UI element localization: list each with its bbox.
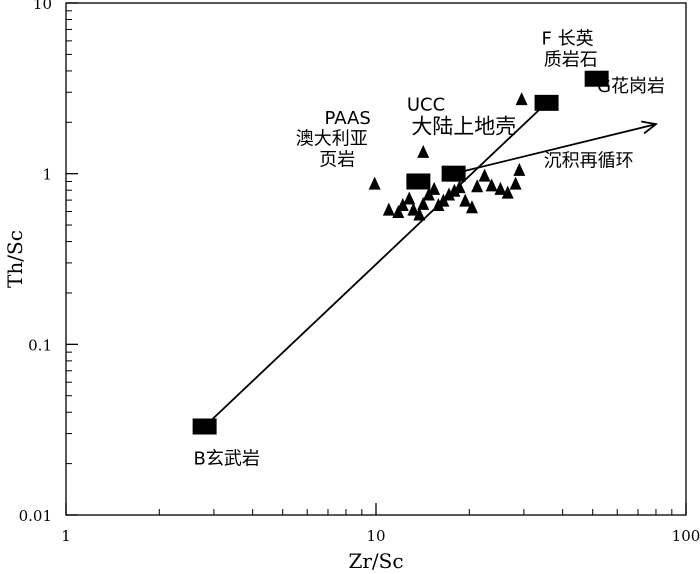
- reference-square: [192, 418, 217, 435]
- y-tick-label: 1: [42, 166, 52, 184]
- annotation-label: 质岩石: [544, 50, 598, 71]
- reference-square: [406, 173, 431, 190]
- y-axis-title: Th/Sc: [3, 230, 27, 288]
- annotation-label: PAAS: [324, 108, 370, 129]
- annotation-label: B玄武岩: [194, 448, 260, 469]
- recycling-arrow: [453, 123, 657, 175]
- sample-triangle: [417, 196, 430, 210]
- sample-triangle: [382, 202, 395, 216]
- sample-triangle: [513, 162, 526, 176]
- annotation-label: 澳大利亚: [296, 129, 368, 150]
- reference-square: [584, 70, 609, 87]
- annotation-label: 沉积再循环: [544, 151, 634, 172]
- trend-arrows: [204, 102, 659, 428]
- sample-triangle: [465, 200, 478, 214]
- annotation-label: F 长英: [542, 29, 594, 50]
- sample-triangle: [515, 92, 528, 106]
- y-tick-label: 0.1: [28, 336, 52, 354]
- annotation-label: 大陆上地壳: [411, 114, 516, 138]
- reference-square: [534, 94, 559, 111]
- sample-triangle: [509, 176, 522, 190]
- sample-triangle: [392, 205, 405, 219]
- x-tick-label: 100: [672, 527, 700, 545]
- sample-triangle: [368, 176, 381, 190]
- sample-triangle: [501, 185, 514, 199]
- sample-triangle: [448, 183, 461, 197]
- sample-triangle: [453, 180, 466, 194]
- x-tick-label: 1: [61, 527, 71, 545]
- x-axis-title: Zr/Sc: [348, 549, 403, 573]
- sample-triangle: [428, 181, 441, 195]
- reference-square: [441, 165, 466, 182]
- sample-triangle: [443, 187, 456, 201]
- sample-triangle: [413, 207, 426, 221]
- sample-triangle: [494, 181, 507, 195]
- sample-triangle: [459, 193, 472, 207]
- sample-points: [368, 92, 528, 221]
- reference-points: [192, 70, 609, 435]
- sample-triangle: [407, 202, 420, 216]
- annotation-label: G花岗岩: [597, 76, 665, 97]
- y-tick-label: 0.01: [19, 507, 52, 525]
- sample-triangle: [485, 178, 498, 192]
- sample-triangle: [471, 179, 484, 193]
- y-tick-label: 10: [33, 0, 52, 13]
- arrowhead: [641, 120, 659, 135]
- sample-triangle: [417, 144, 430, 158]
- axis-ticks: 1 10 100 0.01 0.1 1 10: [19, 0, 700, 545]
- annotation-label: UCC: [407, 94, 445, 115]
- sample-triangle: [478, 168, 491, 182]
- sample-triangle: [403, 191, 416, 205]
- sample-triangle: [396, 197, 409, 211]
- mixing-line: [204, 102, 548, 428]
- annotation-label: 页岩: [319, 149, 355, 170]
- x-tick-label: 10: [366, 527, 385, 545]
